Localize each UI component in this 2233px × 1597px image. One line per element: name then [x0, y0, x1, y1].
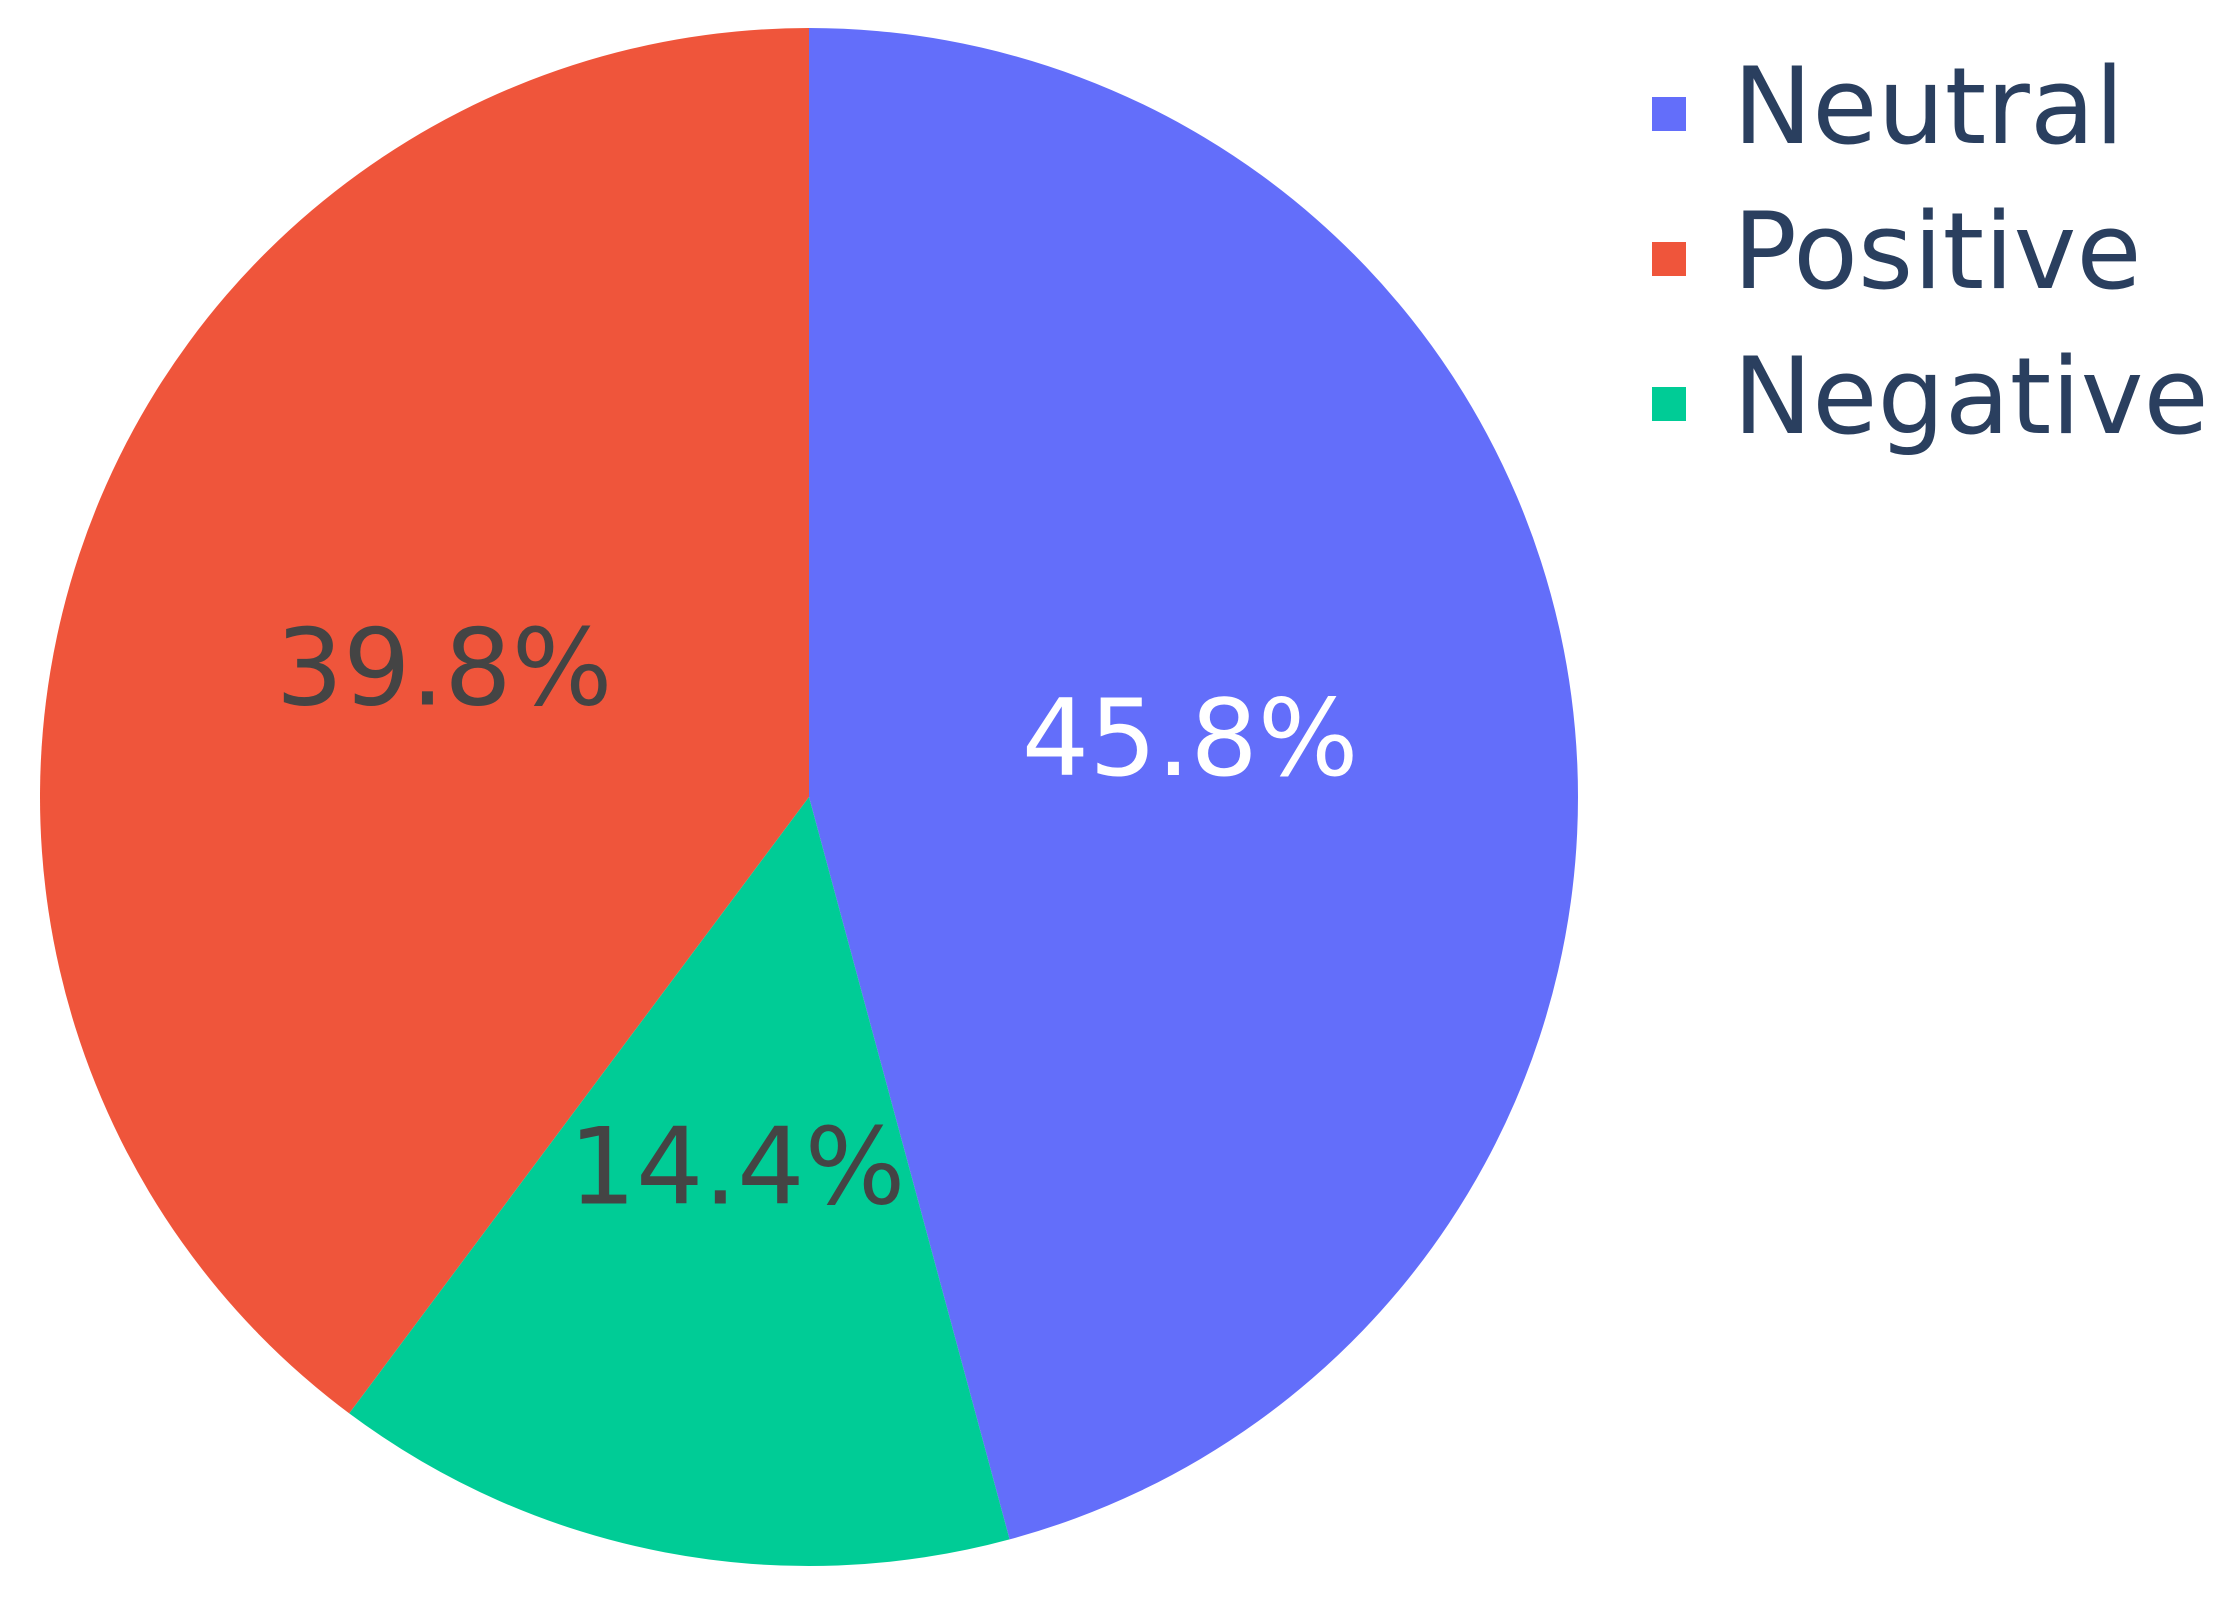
pie-slice: [349, 797, 1010, 1566]
legend-label: Positive: [1733, 190, 2142, 313]
legend-label: Neutral: [1733, 45, 2124, 168]
legend-label: Negative: [1733, 335, 2209, 458]
legend-swatch: [1652, 97, 1686, 131]
pie-slice: [809, 28, 1578, 1540]
pie-slice: [40, 28, 810, 1414]
legend-swatch: [1652, 242, 1686, 276]
slice-label: 45.8%: [1022, 677, 1359, 800]
legend-swatch: [1652, 387, 1686, 421]
slice-label: 14.4%: [569, 1106, 906, 1229]
slice-label: 39.8%: [276, 607, 613, 730]
